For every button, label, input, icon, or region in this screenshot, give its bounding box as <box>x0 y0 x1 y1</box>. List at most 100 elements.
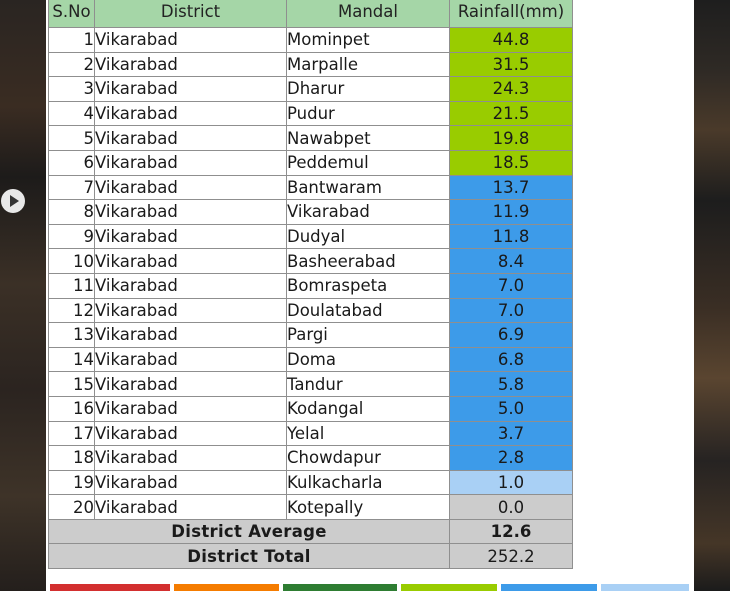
district-total-row: District Total 252.2 <box>48 543 573 570</box>
row-district: Vikarabad <box>94 445 287 471</box>
table-row: 12 Vikarabad Doulatabad 7.0 <box>48 297 573 324</box>
row-rainfall: 0.0 <box>449 494 573 520</box>
row-mandal: Kulkacharla <box>286 469 450 496</box>
row-rainfall: 21.5 <box>449 100 573 127</box>
row-mandal: Peddemul <box>286 149 450 176</box>
row-sno: 5 <box>48 125 95 151</box>
row-mandal: Basheerabad <box>286 248 450 274</box>
row-sno: 12 <box>48 297 95 324</box>
row-sno: 8 <box>48 199 95 225</box>
row-district: Vikarabad <box>94 149 287 176</box>
row-mandal: Kotepally <box>286 494 450 520</box>
row-district: Vikarabad <box>94 76 287 102</box>
row-district: Vikarabad <box>94 51 287 78</box>
row-rainfall: 5.0 <box>449 395 573 422</box>
table-row: 4 Vikarabad Pudur 21.5 <box>48 100 573 127</box>
row-district: Vikarabad <box>94 395 287 422</box>
row-sno: 2 <box>48 51 95 78</box>
district-average-label: District Average <box>48 518 450 545</box>
row-sno: 3 <box>48 76 95 102</box>
row-district: Vikarabad <box>94 346 287 373</box>
row-rainfall: 7.0 <box>449 297 573 324</box>
row-sno: 9 <box>48 223 95 250</box>
row-mandal: Mominpet <box>286 27 450 53</box>
background-image-right <box>694 0 730 591</box>
color-legend <box>50 584 693 591</box>
row-district: Vikarabad <box>94 199 287 225</box>
row-rainfall: 24.3 <box>449 76 573 102</box>
header-sno: S.No <box>48 0 95 28</box>
table-row: 10 Vikarabad Basheerabad 8.4 <box>48 248 573 274</box>
row-rainfall: 2.8 <box>449 445 573 471</box>
legend-swatch <box>283 584 397 591</box>
row-sno: 15 <box>48 371 95 397</box>
header-mandal: Mandal <box>286 0 450 28</box>
row-rainfall: 11.8 <box>449 223 573 250</box>
row-mandal: Bomraspeta <box>286 272 450 299</box>
row-rainfall: 19.8 <box>449 125 573 151</box>
table-row: 9 Vikarabad Dudyal 11.8 <box>48 223 573 250</box>
table-row: 8 Vikarabad Vikarabad 11.9 <box>48 199 573 225</box>
row-mandal: Doulatabad <box>286 297 450 324</box>
play-icon[interactable] <box>1 189 25 213</box>
row-sno: 17 <box>48 420 95 447</box>
legend-swatch <box>174 584 279 591</box>
table-row: 2 Vikarabad Marpalle 31.5 <box>48 51 573 78</box>
row-district: Vikarabad <box>94 100 287 127</box>
row-district: Vikarabad <box>94 27 287 53</box>
row-rainfall: 31.5 <box>449 51 573 78</box>
row-mandal: Yelal <box>286 420 450 447</box>
table-row: 18 Vikarabad Chowdapur 2.8 <box>48 445 573 471</box>
legend-swatch <box>401 584 497 591</box>
row-district: Vikarabad <box>94 469 287 496</box>
row-rainfall: 18.5 <box>449 149 573 176</box>
district-average-row: District Average 12.6 <box>48 518 573 545</box>
row-district: Vikarabad <box>94 494 287 520</box>
row-mandal: Marpalle <box>286 51 450 78</box>
header-rainfall: Rainfall(mm) <box>449 0 573 28</box>
table-row: 14 Vikarabad Doma 6.8 <box>48 346 573 373</box>
row-rainfall: 5.8 <box>449 371 573 397</box>
table-row: 19 Vikarabad Kulkacharla 1.0 <box>48 469 573 496</box>
row-sno: 14 <box>48 346 95 373</box>
row-mandal: Pargi <box>286 322 450 348</box>
row-sno: 11 <box>48 272 95 299</box>
background-image-left <box>0 0 46 591</box>
district-total-value: 252.2 <box>449 543 573 570</box>
row-sno: 6 <box>48 149 95 176</box>
rainfall-table: S.No District Mandal Rainfall(mm) 1 Vikar… <box>48 0 573 570</box>
row-mandal: Bantwaram <box>286 174 450 201</box>
row-rainfall: 6.8 <box>449 346 573 373</box>
table-header-row: S.No District Mandal Rainfall(mm) <box>48 0 573 28</box>
district-total-label: District Total <box>48 543 450 570</box>
legend-swatch <box>501 584 597 591</box>
row-sno: 10 <box>48 248 95 274</box>
row-rainfall: 3.7 <box>449 420 573 447</box>
row-district: Vikarabad <box>94 297 287 324</box>
district-average-value: 12.6 <box>449 518 573 545</box>
legend-swatch <box>601 584 689 591</box>
rainfall-panel: S.No District Mandal Rainfall(mm) 1 Vikar… <box>46 0 694 591</box>
table-row: 7 Vikarabad Bantwaram 13.7 <box>48 174 573 201</box>
row-mandal: Doma <box>286 346 450 373</box>
row-district: Vikarabad <box>94 125 287 151</box>
row-sno: 1 <box>48 27 95 53</box>
row-district: Vikarabad <box>94 420 287 447</box>
header-district: District <box>94 0 287 28</box>
row-mandal: Vikarabad <box>286 199 450 225</box>
legend-swatch <box>50 584 170 591</box>
row-sno: 13 <box>48 322 95 348</box>
row-district: Vikarabad <box>94 248 287 274</box>
row-mandal: Kodangal <box>286 395 450 422</box>
table-row: 16 Vikarabad Kodangal 5.0 <box>48 395 573 422</box>
table-row: 1 Vikarabad Mominpet 44.8 <box>48 27 573 53</box>
table-row: 13 Vikarabad Pargi 6.9 <box>48 322 573 348</box>
row-district: Vikarabad <box>94 371 287 397</box>
row-sno: 18 <box>48 445 95 471</box>
row-mandal: Pudur <box>286 100 450 127</box>
row-rainfall: 7.0 <box>449 272 573 299</box>
table-row: 20 Vikarabad Kotepally 0.0 <box>48 494 573 520</box>
row-mandal: Tandur <box>286 371 450 397</box>
row-mandal: Nawabpet <box>286 125 450 151</box>
table-row: 11 Vikarabad Bomraspeta 7.0 <box>48 272 573 299</box>
